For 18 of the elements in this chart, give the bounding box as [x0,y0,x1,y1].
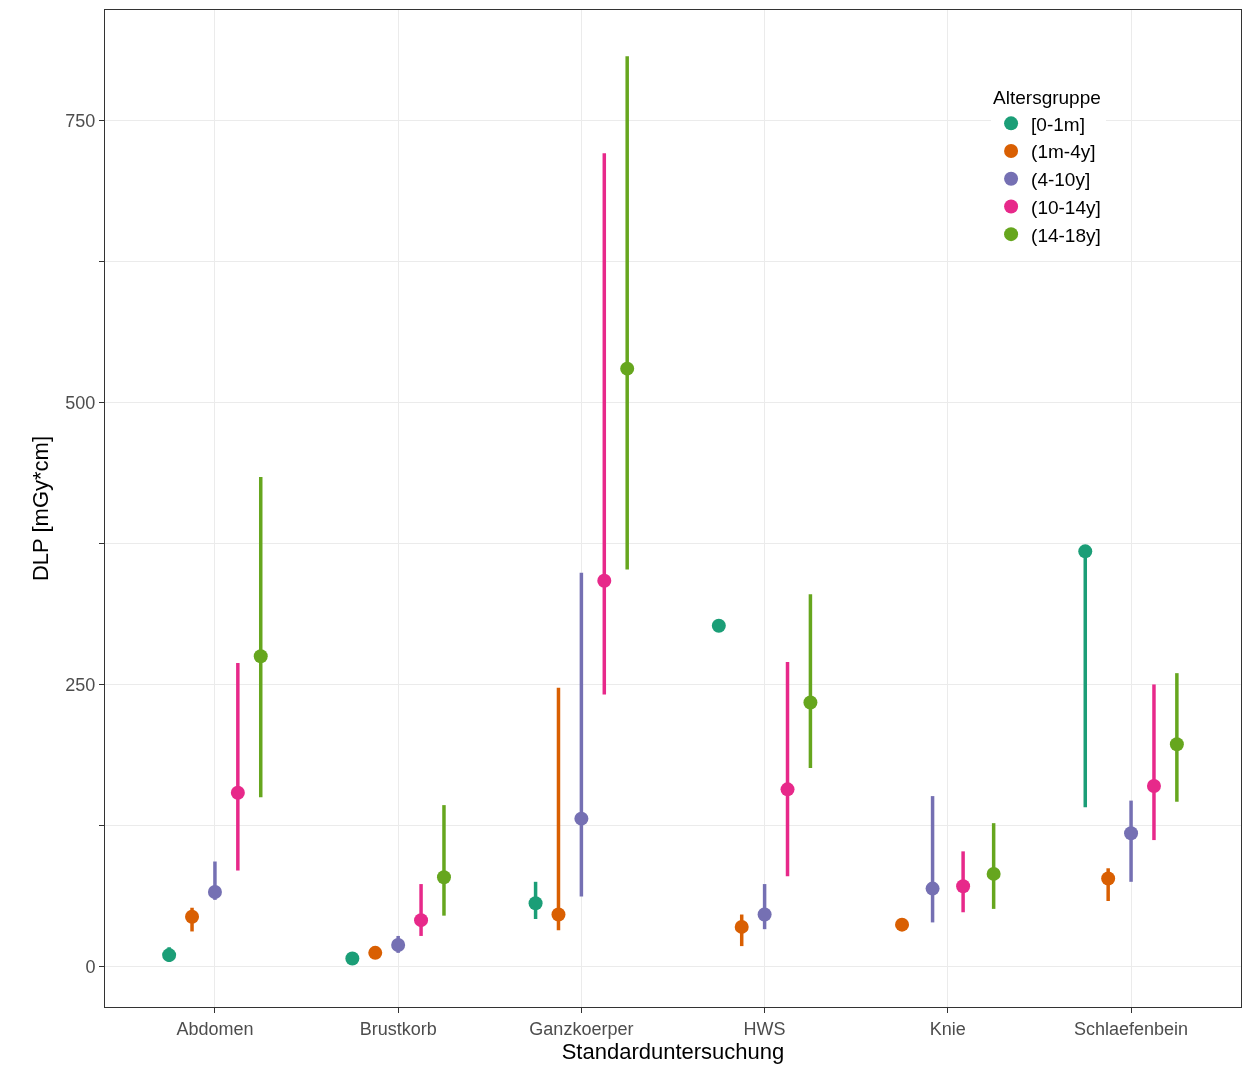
y-tick-label: 250 [65,674,96,695]
legend-label: (10-14y] [1031,196,1101,218]
legend-label: (4-10y] [1031,169,1091,191]
x-tick-label: Ganzkoerper [529,1018,634,1039]
x-tick-label: Brustkorb [359,1018,437,1039]
x-tick-label: Knie [929,1018,966,1039]
y-axis-title: DLP [mGy*cm] [28,435,54,582]
legend-label: (14-18y] [1031,224,1101,246]
legend-label: (1m-4y] [1031,141,1096,163]
y-tick-label: 750 [65,110,96,131]
x-tick-label: Schlaefenbein [1074,1018,1189,1039]
legend-label: [0-1m] [1031,113,1085,135]
y-tick-label: 500 [65,392,96,413]
x-axis-title: Standarduntersuchung [561,1038,785,1064]
x-tick-label: HWS [743,1018,786,1039]
y-tick-label: 0 [85,956,96,977]
legend-title: Altersgruppe [993,87,1101,109]
x-tick-label: Abdomen [176,1018,254,1039]
